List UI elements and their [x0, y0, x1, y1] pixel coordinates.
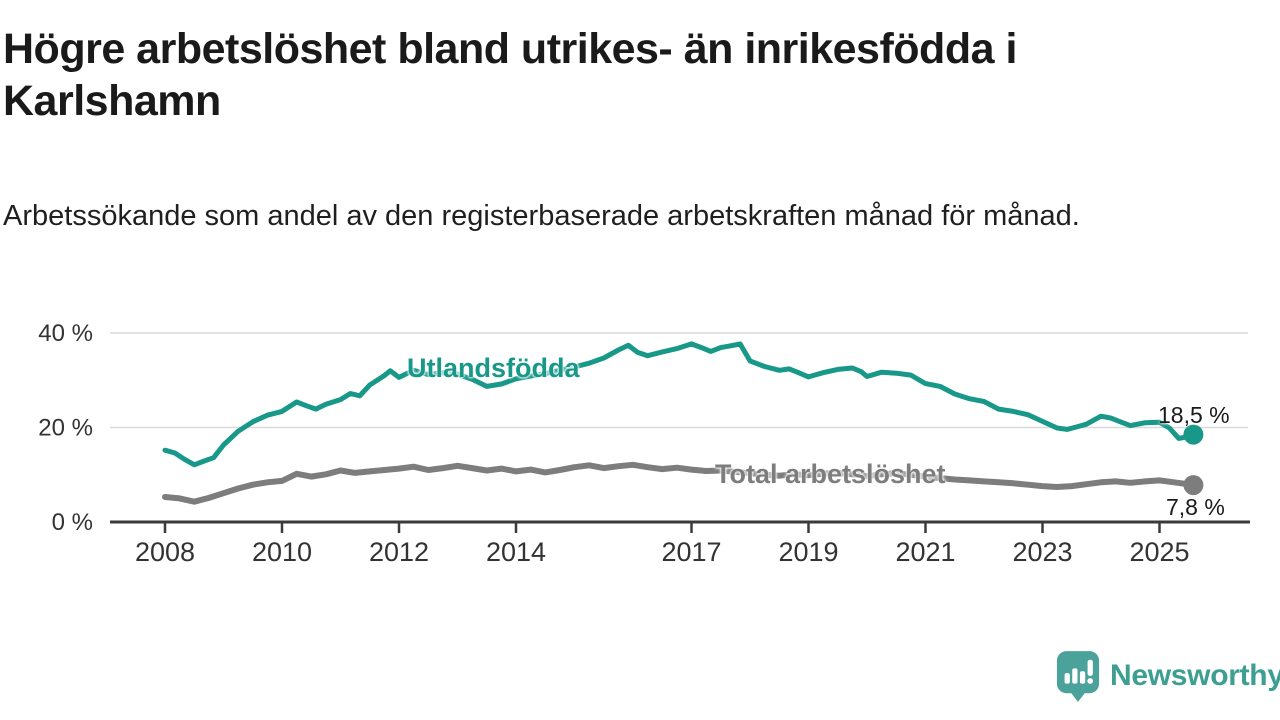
- x-tick-label: 2021: [895, 537, 955, 567]
- x-tick-label: 2025: [1129, 537, 1189, 567]
- x-tick-label: 2023: [1012, 537, 1072, 567]
- end-value-total-arbetsloshet: 7,8 %: [1166, 494, 1225, 520]
- x-tick-label: 2019: [778, 537, 838, 567]
- x-tick-label: 2010: [252, 537, 312, 567]
- speech-bubble-bar-chart-icon: [1056, 651, 1100, 702]
- series-line-utlandsfodda: [162, 341, 1196, 468]
- x-tick-label: 2017: [661, 537, 721, 567]
- x-tick-label: 2014: [486, 537, 546, 567]
- y-tick-label: 40 %: [38, 320, 93, 347]
- chart-subtitle: Arbetssökande som andel av den registerb…: [3, 200, 1080, 232]
- series-end-dot-total-arbetsloshet: [1183, 475, 1204, 496]
- y-tick-label: 0 %: [52, 509, 93, 536]
- end-value-utlandsfodda: 18,5 %: [1158, 402, 1230, 428]
- x-tick-label: 2008: [135, 537, 195, 567]
- newsworthy-logo: Newsworthy: [1055, 649, 1280, 703]
- series-label-utlandsfodda: Utlandsfödda: [407, 353, 580, 383]
- series-end-dot-utlandsfodda: [1183, 424, 1204, 445]
- y-tick-label: 20 %: [38, 415, 93, 442]
- chart-title: Högre arbetslöshet bland utrikes- än inr…: [3, 25, 1017, 125]
- x-tick-label: 2012: [369, 537, 429, 567]
- series-line-total-arbetsloshet: [162, 461, 1197, 505]
- brand-name: Newsworthy: [1110, 659, 1280, 692]
- series-label-total-arbetsloshet: Total arbetslöshet: [715, 459, 946, 489]
